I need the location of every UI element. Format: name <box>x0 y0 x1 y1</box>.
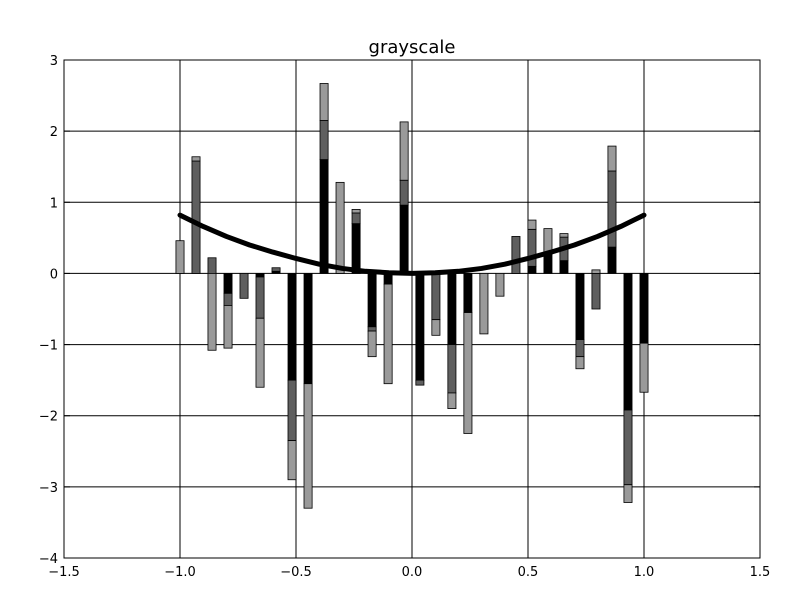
bar-segment-series-2 <box>447 344 457 394</box>
bar-segment-series-2 <box>207 257 217 274</box>
bar-segment-series-1 <box>303 273 313 385</box>
x-tick-label: 0.5 <box>518 565 539 580</box>
bar-segment-series-3 <box>175 240 185 274</box>
bar-segment-series-2 <box>271 267 281 272</box>
bar-segment-series-1 <box>575 273 585 340</box>
bar-segment-series-1 <box>639 273 649 344</box>
bar-segment-series-1 <box>463 273 473 313</box>
curve-layer <box>177 212 647 276</box>
bar-segment-series-2 <box>255 276 265 319</box>
bar-segment-series-2 <box>431 273 441 321</box>
bar-segment-series-3 <box>607 145 617 172</box>
bar-segment-series-3 <box>447 392 457 410</box>
bar-segment-series-3 <box>255 317 265 388</box>
bar-segment-series-1 <box>255 273 265 278</box>
bar-segment-series-2 <box>367 326 377 332</box>
y-tick-label: 1 <box>50 196 58 211</box>
chart-title: grayscale <box>369 37 456 58</box>
bar-segment-series-3 <box>495 273 505 297</box>
ticks: −1.5 −1.0 −0.5 0.0 0.5 1.0 1.5 3 2 1 0 −1 −2 −3 −4 <box>39 54 771 580</box>
bar-segment-series-3 <box>399 121 409 181</box>
bar-segment-series-1 <box>415 273 425 381</box>
curve-line <box>177 212 647 276</box>
bar-segment-series-3 <box>319 83 329 121</box>
bar-segment-series-3 <box>591 269 601 274</box>
x-tick-label: 1.5 <box>750 565 771 580</box>
bar-segment-series-2 <box>351 212 361 225</box>
bar-segment-series-1 <box>559 260 569 274</box>
bar-segment-series-3 <box>287 440 297 481</box>
bar-segment-series-1 <box>287 273 297 381</box>
bar-segment-series-3 <box>431 319 441 336</box>
bar-segment-series-1 <box>319 159 329 274</box>
bar-segment-series-3 <box>207 273 217 351</box>
y-tick-label: −4 <box>39 552 58 567</box>
x-tick-label: −1.5 <box>48 565 80 580</box>
bar-segment-series-3 <box>303 383 313 509</box>
bar-segment-series-1 <box>623 273 633 411</box>
bar-segment-series-3 <box>191 156 201 162</box>
bars <box>175 83 649 509</box>
bar-segment-series-3 <box>623 484 633 503</box>
bar-segment-series-2 <box>319 120 329 160</box>
bar-segment-series-1 <box>399 204 409 274</box>
bar-segment-series-2 <box>223 292 233 306</box>
bar-segment-series-2 <box>287 379 297 442</box>
bar-segment-series-1 <box>447 273 457 345</box>
bar-segment-series-1 <box>367 273 377 328</box>
x-tick-label: 1.0 <box>634 565 655 580</box>
y-tick-label: −1 <box>39 339 58 354</box>
bar-segment-series-3 <box>639 342 649 393</box>
bar-segment-series-3 <box>223 305 233 349</box>
bar-segment-series-3 <box>527 219 537 230</box>
bar-segment-series-3 <box>367 330 377 358</box>
bar-segment-series-3 <box>559 233 569 238</box>
y-tick-label: 2 <box>50 125 58 140</box>
x-tick-label: −1.0 <box>164 565 196 580</box>
bar-segment-series-1 <box>543 253 553 274</box>
bar-segment-series-2 <box>623 409 633 486</box>
bar-segment-series-1 <box>527 265 537 274</box>
y-tick-label: 3 <box>50 54 58 69</box>
bar-segment-series-3 <box>479 273 489 335</box>
bar-segment-series-3 <box>383 283 393 385</box>
bar-segment-series-2 <box>415 379 425 386</box>
bar-segment-series-3 <box>351 208 361 214</box>
bar-segment-series-2 <box>191 160 201 274</box>
bar-segment-series-1 <box>223 273 233 294</box>
y-tick-label: 0 <box>50 267 58 282</box>
bar-segment-series-2 <box>399 179 409 206</box>
bar-segment-series-3 <box>575 356 585 370</box>
x-tick-label: −0.5 <box>280 565 312 580</box>
bar-segment-series-2 <box>591 273 601 310</box>
bar-segment-series-2 <box>239 273 249 299</box>
bar-segment-series-1 <box>607 246 617 274</box>
bar-segment-series-2 <box>607 170 617 248</box>
bar-segment-series-1 <box>351 223 361 274</box>
bar-segment-series-3 <box>463 312 473 434</box>
y-tick-label: −3 <box>39 481 58 496</box>
bar-segment-series-2 <box>511 236 521 274</box>
x-tick-label: 0.0 <box>402 565 423 580</box>
bar-segment-series-3 <box>335 181 345 274</box>
bar-segment-series-2 <box>575 339 585 358</box>
y-tick-label: −2 <box>39 410 58 425</box>
